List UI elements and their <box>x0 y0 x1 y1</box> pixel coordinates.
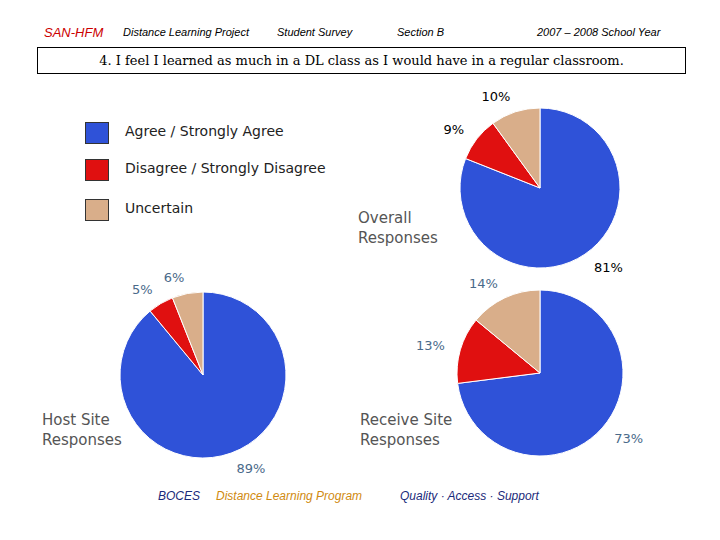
html-text:Agree / Strongly Agree: Agree / Strongly Agree <box>125 123 284 139</box>
html-text:Distance Learning Project: Distance Learning Project <box>123 26 249 38</box>
html-text:BOCES: BOCES <box>158 489 200 503</box>
svg-text:81%: 81% <box>594 260 623 275</box>
html-text:2007 – 2008 School Year: 2007 – 2008 School Year <box>537 26 661 38</box>
html-text:Distance Learning Program: Distance Learning Program <box>216 489 363 503</box>
svg-text:89%: 89% <box>237 461 266 475</box>
svg-text:14%: 14% <box>469 276 498 291</box>
svg-text:5%: 5% <box>132 282 153 297</box>
html-text:4. I feel I learned as much in: 4. I feel I learned as much in a DL clas… <box>99 53 624 68</box>
html-text:Quality · Access · Support: Quality · Access · Support <box>400 489 539 503</box>
svg-text:9%: 9% <box>444 122 465 137</box>
html-text:Student Survey: Student Survey <box>277 26 353 38</box>
html-text:Receive Site Responses: Receive Site Responses <box>360 411 453 449</box>
html-text:Disagree / Strongly Disagree: Disagree / Strongly Disagree <box>125 160 326 176</box>
svg-text:10%: 10% <box>481 89 510 104</box>
svg-text:6%: 6% <box>164 270 185 285</box>
html-text:Section B: Section B <box>397 26 445 38</box>
html-text:Overall Responses: Overall Responses <box>358 209 438 247</box>
html-text:Host Site Responses: Host Site Responses <box>42 411 122 449</box>
svg-text:13%: 13% <box>416 338 445 353</box>
html-text:SAN-HFM: SAN-HFM <box>44 25 104 40</box>
svg-text:73%: 73% <box>614 431 643 446</box>
html-text:Uncertain: Uncertain <box>125 200 193 216</box>
